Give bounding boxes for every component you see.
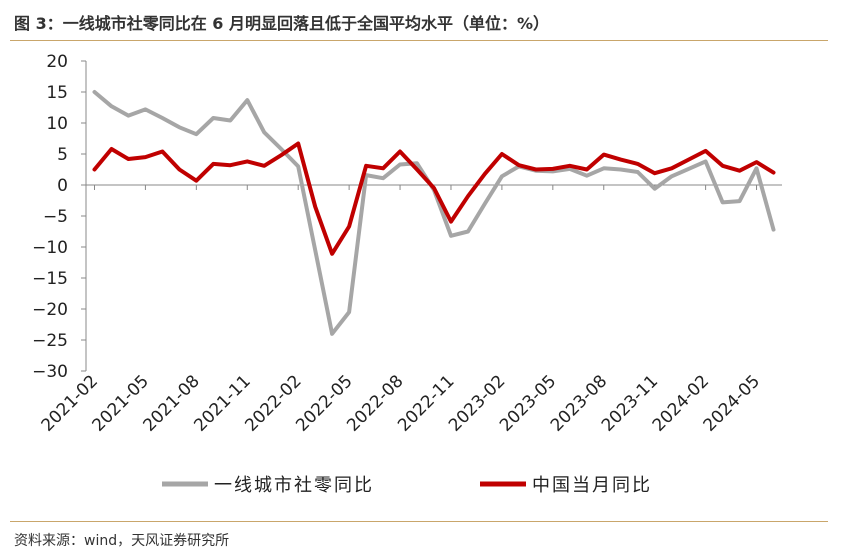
- series-line-1: [92, 90, 776, 336]
- x-tick-label: 2024-05: [700, 371, 764, 435]
- y-tick-label: −15: [32, 269, 68, 289]
- y-tick-label: −20: [32, 300, 68, 320]
- series-line-2: [92, 141, 776, 256]
- y-tick-label: 5: [57, 145, 68, 165]
- x-axis-ticks: 2021-022021-052021-082021-112022-022022-…: [38, 185, 764, 436]
- y-tick-label: −10: [32, 238, 68, 258]
- y-tick-label: 15: [46, 83, 68, 103]
- figure-title: 图 3：一线城市社零同比在 6 月明显回落且低于全国平均水平（单位：%）: [14, 14, 550, 33]
- top-rule: [10, 40, 828, 41]
- y-tick-label: 0: [57, 176, 68, 196]
- legend-label-2: 中国当月同比: [532, 475, 652, 496]
- legend: 一线城市社零同比 中国当月同比: [162, 475, 652, 496]
- y-tick-label: 10: [46, 114, 68, 134]
- bottom-rule: [10, 521, 828, 522]
- y-tick-label: −30: [32, 362, 68, 382]
- series-lines: [92, 90, 776, 336]
- chart: 20 15 10 5 0 −5 −10 −15 −20 −25 −30 2021-022021-05…: [32, 52, 782, 496]
- legend-label-1: 一线城市社零同比: [214, 475, 374, 496]
- y-tick-label: −25: [32, 331, 68, 351]
- y-tick-label: 20: [46, 52, 68, 72]
- y-axis-ticks: 20 15 10 5 0 −5 −10 −15 −20 −25 −30: [32, 52, 86, 382]
- source-note: 资料来源：wind，天风证券研究所: [14, 533, 230, 549]
- y-tick-label: −5: [43, 207, 68, 227]
